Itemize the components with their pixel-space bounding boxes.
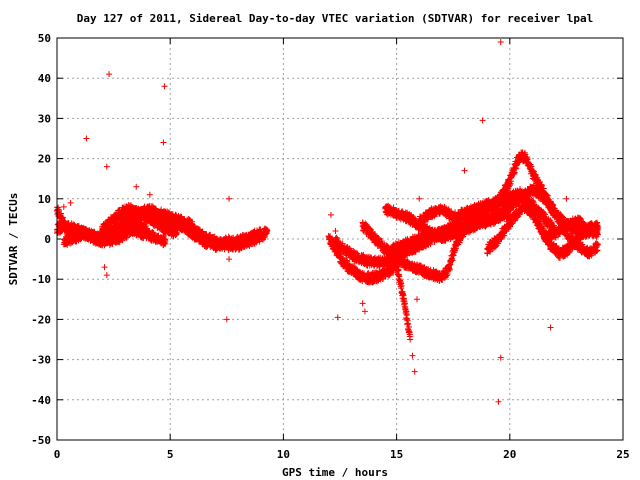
x-tick-label: 25 [616, 448, 629, 461]
x-tick-label: 20 [503, 448, 516, 461]
y-tick-label: -50 [31, 434, 51, 447]
y-tick-label: 40 [38, 72, 51, 85]
y-tick-label: -20 [31, 313, 51, 326]
axis-ticks: -50 -40 -30 -20 -10 0 10 20 30 40 50 0 5 10 15 20 25 [31, 32, 630, 461]
y-tick-label: 50 [38, 32, 51, 45]
y-tick-label: 10 [38, 193, 51, 206]
y-tick-label: 0 [44, 233, 51, 246]
y-tick-label: -40 [31, 394, 51, 407]
data-point [405, 321, 412, 328]
x-tick-label: 0 [54, 448, 61, 461]
data-point [173, 229, 180, 236]
y-tick-label: 30 [38, 112, 51, 125]
x-tick-label: 5 [167, 448, 174, 461]
x-tick-label: 10 [277, 448, 290, 461]
data-points [54, 39, 601, 405]
y-tick-label: 20 [38, 153, 51, 166]
y-tick-label: -10 [31, 273, 51, 286]
data-point [60, 214, 67, 221]
y-tick-label: -30 [31, 354, 51, 367]
x-tick-label: 15 [390, 448, 403, 461]
